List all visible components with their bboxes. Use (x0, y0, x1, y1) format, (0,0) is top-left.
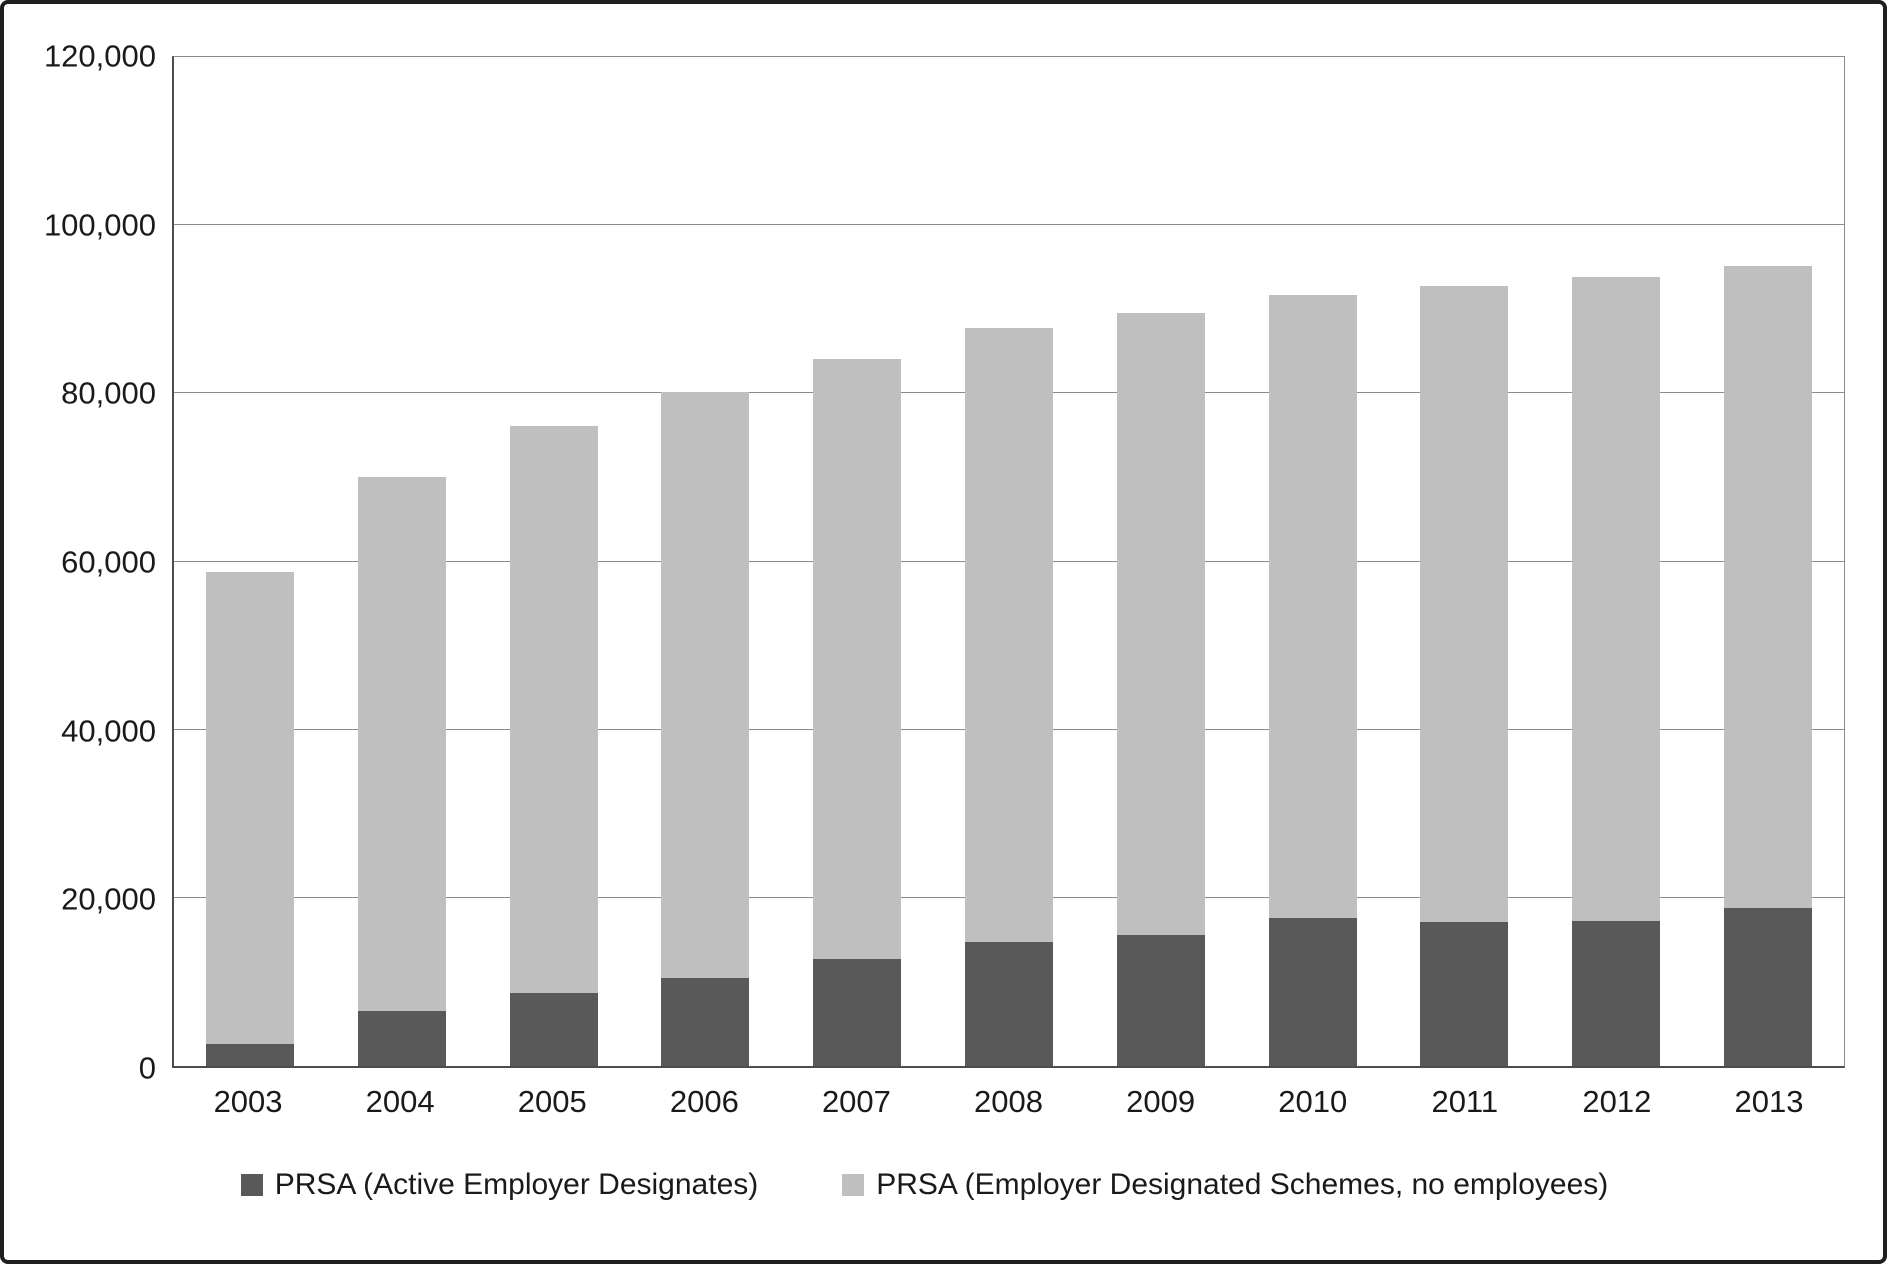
bar-segment (1116, 312, 1205, 935)
y-axis: 0 20,000 40,000 60,000 80,000 100,000 120,000 (4, 41, 172, 1084)
bar-segment (509, 992, 598, 1066)
bar-segment (1116, 934, 1205, 1066)
y-tick-label: 40,000 (61, 713, 156, 749)
y-tick-label: 120,000 (43, 38, 156, 74)
legend-item: PRSA (Employer Designated Schemes, no em… (842, 1168, 1608, 1202)
legend-item: PRSA (Active Employer Designates) (240, 1168, 759, 1202)
bar-segment (964, 327, 1053, 943)
x-tick-label: 2005 (517, 1084, 587, 1119)
bar-segment (357, 1011, 446, 1066)
gridline (174, 224, 1844, 226)
legend-label: PRSA (Active Employer Designates) (274, 1168, 759, 1201)
bar-segment (1724, 266, 1813, 908)
legend: PRSA (Active Employer Designates) PRSA (E… (4, 1168, 1845, 1202)
y-tick-label: 0 (138, 1050, 156, 1086)
plot-area (172, 56, 1845, 1068)
bar-segment (1572, 920, 1661, 1066)
bar-slot (933, 57, 1085, 1066)
bar-segment (1572, 277, 1661, 921)
bar-slot (781, 57, 933, 1066)
x-tick-label: 2012 (1582, 1084, 1652, 1119)
bar-2004 (357, 57, 446, 1066)
bar-slot (1389, 57, 1541, 1066)
x-tick-label: 2011 (1431, 1084, 1499, 1119)
y-tick-label: 80,000 (61, 375, 156, 411)
y-tick-label: 100,000 (43, 207, 156, 243)
bar-slot (1237, 57, 1389, 1066)
bar-2010 (1268, 57, 1357, 1066)
y-tick-label: 20,000 (61, 881, 156, 917)
bar-slot (1085, 57, 1237, 1066)
bar-slot (174, 57, 326, 1066)
bar-segment (661, 391, 750, 978)
bar-segment (1268, 294, 1357, 919)
stacked-bar-chart: 0 20,000 40,000 60,000 80,000 100,000 120,000 … (4, 4, 1883, 1260)
bar-slot (629, 57, 781, 1066)
bar-2011 (1420, 57, 1509, 1066)
bar-slot (326, 57, 478, 1066)
x-axis: 2003 2004 2005 2006 2007 2008 2009 2010 2011 2012… (172, 1068, 1845, 1126)
legend-label: PRSA (Employer Designated Schemes, no em… (876, 1168, 1609, 1201)
bar-segment (813, 358, 902, 960)
bar-segment (813, 959, 902, 1066)
bar-2012 (1572, 57, 1661, 1066)
bar-segment (509, 426, 598, 993)
bar-segment (205, 571, 294, 1045)
x-tick-label: 2010 (1278, 1084, 1348, 1119)
plot-row: 0 20,000 40,000 60,000 80,000 100,000 120,000 (4, 41, 1845, 1084)
bar-2008 (964, 57, 1053, 1066)
bar-2003 (205, 57, 294, 1066)
bar-segment (357, 477, 446, 1012)
bar-segment (1268, 918, 1357, 1066)
bar-2013 (1724, 57, 1813, 1066)
bar-segment (1420, 285, 1509, 923)
x-tick-label: 2008 (974, 1084, 1043, 1119)
bar-slot (1540, 57, 1692, 1066)
x-tick-label: 2013 (1734, 1084, 1804, 1119)
x-tick-label: 2007 (821, 1084, 891, 1119)
x-tick-label: 2004 (365, 1084, 435, 1119)
x-tick-label: 2006 (669, 1084, 739, 1119)
bar-slot (1692, 57, 1844, 1066)
bar-segment (205, 1044, 294, 1066)
bar-2005 (509, 57, 598, 1066)
bar-slot (478, 57, 630, 1066)
bar-segment (1724, 907, 1813, 1066)
bar-segment (661, 977, 750, 1066)
x-tick-label: 2003 (213, 1084, 283, 1119)
bar-2009 (1116, 57, 1205, 1066)
bar-segment (964, 942, 1053, 1066)
bar-segment (1420, 922, 1509, 1066)
bar-2006 (661, 57, 750, 1066)
legend-swatch-icon (240, 1174, 263, 1196)
y-tick-label: 60,000 (61, 544, 156, 580)
bar-2007 (813, 57, 902, 1066)
x-tick-label: 2009 (1126, 1084, 1196, 1119)
legend-swatch-icon (842, 1174, 865, 1196)
